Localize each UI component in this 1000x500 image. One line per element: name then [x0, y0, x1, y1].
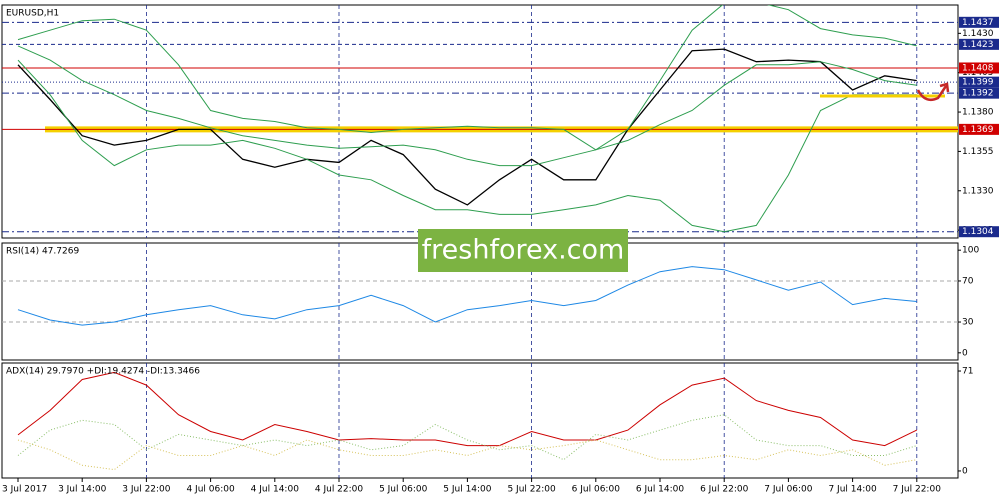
y-tick-label: 1.1430: [962, 29, 994, 39]
series-line: [17, 5, 917, 151]
panel-plot: [2, 5, 958, 233]
x-tick-label: 6 Jul 22:00: [700, 485, 749, 495]
price-panel: [1, 4, 959, 239]
level-box: [959, 62, 999, 74]
y-tick-label: 70: [962, 276, 974, 286]
x-tick-label: 6 Jul 14:00: [636, 485, 685, 495]
series-line: [17, 45, 917, 167]
x-tick-label: 3 Jul 2017: [2, 485, 47, 495]
x-tick-label: 7 Jul 06:00: [764, 485, 813, 495]
level-label: 1.1399: [962, 78, 994, 88]
series-line: [17, 48, 917, 206]
series-line: [17, 414, 917, 461]
y-tick-label: 30: [962, 318, 974, 328]
x-tick-label: 3 Jul 22:00: [122, 485, 171, 495]
x-tick-label: 3 Jul 14:00: [58, 485, 107, 495]
level-box: [959, 87, 999, 99]
x-tick-label: 4 Jul 22:00: [315, 485, 364, 495]
x-tick-label: 5 Jul 14:00: [443, 485, 492, 495]
level-label: 1.1423: [962, 40, 994, 50]
chart-title: EURUSD,H1: [6, 9, 59, 19]
x-tick-label: 5 Jul 06:00: [379, 485, 428, 495]
x-tick-label: 4 Jul 14:00: [251, 485, 300, 495]
level-label: 1.1304: [962, 227, 994, 237]
x-tick-label: 4 Jul 06:00: [186, 485, 235, 495]
series-line: [17, 59, 917, 233]
level-box: [959, 76, 999, 88]
indicator-title: ADX(14) 29.7970 +DI:19.4274 -DI:13.3466: [6, 367, 200, 377]
y-tick-label: 1.1380: [962, 108, 994, 118]
x-tick-label: 6 Jul 06:00: [572, 485, 621, 495]
y-tick-label: 0: [962, 348, 968, 358]
level-label: 1.1437: [962, 18, 994, 28]
y-tick-label: 1.1330: [962, 186, 994, 196]
level-label: 1.1392: [962, 89, 994, 99]
adx-panel: [1, 362, 959, 479]
panel-plot: [17, 371, 918, 471]
level-box: [959, 123, 999, 135]
series-line: [17, 371, 918, 447]
x-tick-label: 7 Jul 14:00: [828, 485, 877, 495]
watermark: freshforex.com: [422, 235, 625, 266]
watermark-box: [418, 229, 628, 272]
level-box: [959, 38, 999, 50]
level-label: 1.1369: [962, 125, 994, 135]
y-tick-label: 71: [962, 367, 973, 377]
x-tick-label: 7 Jul 22:00: [893, 485, 942, 495]
arrow: [916, 85, 948, 101]
level-box: [959, 16, 999, 28]
indicator-title: RSI(14) 47.7269: [6, 247, 79, 257]
x-tick-label: 5 Jul 22:00: [507, 485, 556, 495]
panel-plot: [2, 266, 958, 326]
level-label: 1.1408: [962, 63, 994, 73]
arrow-head: [939, 82, 950, 93]
y-tick-label: 100: [962, 246, 979, 256]
level-box: [959, 226, 999, 238]
y-tick-label: 1.1355: [962, 147, 994, 157]
series-line: [17, 266, 917, 326]
y-tick-label: 0: [962, 466, 968, 476]
